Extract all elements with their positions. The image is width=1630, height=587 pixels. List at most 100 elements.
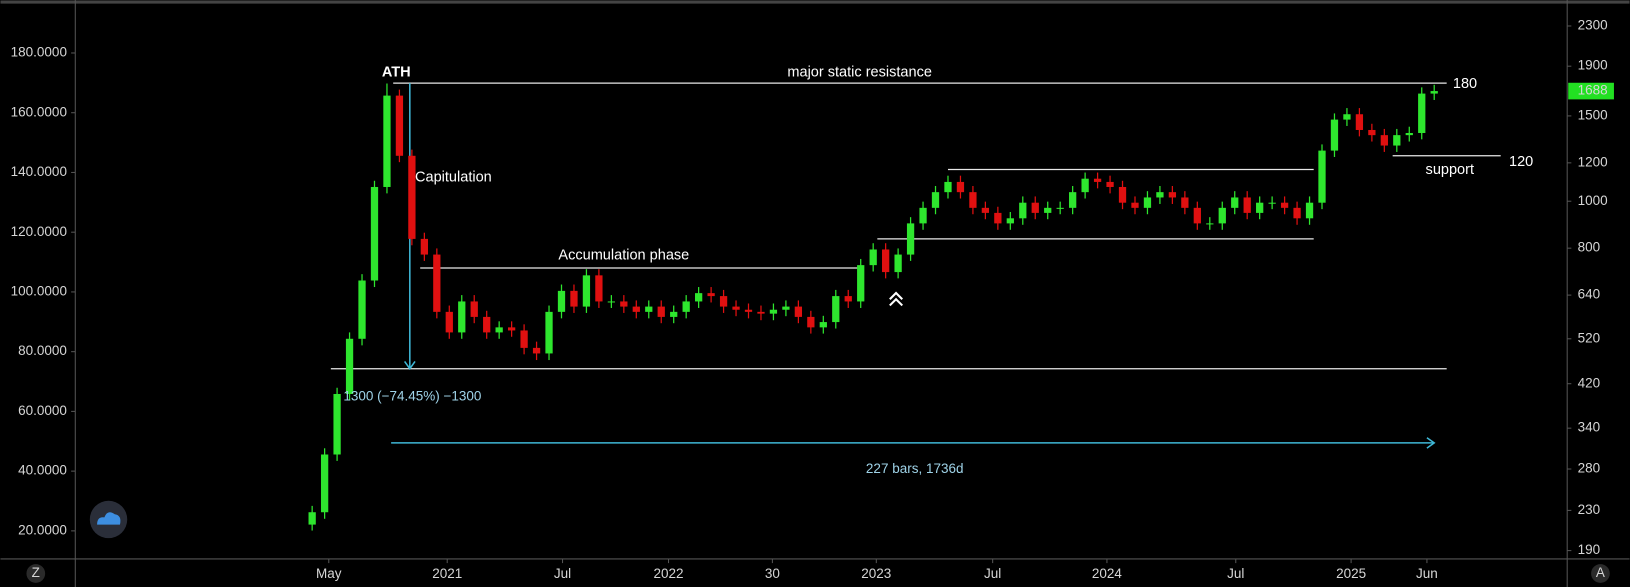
candle-body	[595, 275, 603, 302]
candle-body	[869, 249, 877, 266]
y-tick-label: 80.0000	[18, 343, 67, 358]
candle-body	[1006, 218, 1014, 224]
measure-label: 227 bars, 1736d	[866, 461, 964, 476]
y2-tick-label: 1200	[1578, 154, 1608, 169]
y-tick-label: 100.0000	[11, 283, 67, 298]
annotation: major static resistance	[787, 65, 932, 81]
y-tick-label: 140.0000	[11, 164, 67, 179]
candle-body	[520, 330, 528, 348]
candle-body	[495, 327, 503, 333]
candle-body	[507, 327, 516, 331]
y2-tick-label: 1500	[1578, 107, 1608, 122]
candle-body	[470, 301, 478, 317]
y2-tick-label: 800	[1578, 240, 1601, 255]
measure-label: 1300 (−74.45%) −1300	[343, 388, 481, 403]
candle-body	[1430, 91, 1438, 94]
svg-text:A: A	[1596, 565, 1605, 580]
candle-body	[744, 309, 753, 312]
candle-body	[532, 347, 541, 354]
last-price-badge	[1568, 82, 1614, 100]
candle-body	[1056, 207, 1064, 209]
candle-body	[695, 293, 703, 302]
candle-body	[1256, 202, 1264, 213]
y2-tick-label: 190	[1578, 542, 1601, 557]
candle-body	[333, 393, 341, 455]
y-tick-label: 60.0000	[18, 403, 67, 418]
candle-body	[857, 265, 865, 302]
candle-body	[1380, 135, 1388, 146]
last-price-label: 1688	[1578, 83, 1608, 98]
candle-body	[1193, 207, 1201, 224]
candle-body	[1393, 135, 1401, 146]
y-tick-label: 120.0000	[11, 224, 67, 239]
candle-body	[657, 306, 665, 317]
candle-body	[1293, 207, 1301, 219]
y2-tick-label: 2300	[1578, 18, 1608, 33]
candle-body	[707, 293, 715, 297]
annotation: Accumulation phase	[558, 247, 689, 263]
candle-body	[345, 338, 354, 394]
candle-body	[383, 95, 391, 187]
candle-body	[1206, 223, 1214, 225]
candle-body	[1106, 181, 1114, 187]
candle-body	[1218, 207, 1226, 224]
candle-body	[408, 155, 416, 239]
candle-body	[794, 306, 803, 317]
candle-body	[832, 296, 840, 323]
y2-tick-label: 280	[1578, 461, 1601, 476]
candle-body	[607, 301, 616, 303]
candle-body	[1418, 93, 1426, 134]
annotation: support	[1426, 162, 1474, 178]
candle-body	[956, 181, 965, 193]
candle-body	[1280, 202, 1289, 208]
candle-body	[1131, 202, 1139, 208]
candle-body	[370, 186, 379, 281]
candle-body	[1118, 186, 1127, 203]
auto-scale-button[interactable]: A	[1591, 564, 1610, 583]
candle-body	[1330, 119, 1339, 151]
y-tick-label: 20.0000	[18, 522, 67, 537]
candle-body	[969, 192, 977, 208]
candle-body	[1343, 114, 1351, 120]
candle-body	[620, 301, 628, 307]
candle-body	[545, 311, 553, 354]
signal-icon	[889, 291, 904, 307]
candle-body	[1368, 129, 1376, 136]
x-tick-label: 30	[765, 566, 780, 581]
candle-body	[682, 301, 690, 312]
x-tick-label: 2025	[1336, 566, 1366, 581]
y2-tick-label: 520	[1578, 330, 1601, 345]
x-tick-label: Jul	[1227, 566, 1244, 581]
y2-tick-label: 230	[1578, 502, 1601, 517]
y-tick-label: 180.0000	[11, 45, 67, 60]
y2-tick-label: 340	[1578, 420, 1601, 435]
candle-body	[670, 311, 678, 317]
candle-body	[882, 249, 890, 273]
y2-tick-label: 1000	[1578, 193, 1608, 208]
candle-body	[570, 290, 578, 307]
candle-body	[1156, 192, 1164, 198]
y-tick-label: 40.0000	[18, 463, 67, 478]
settings-button[interactable]: Z	[26, 564, 46, 583]
candle-body	[1069, 192, 1077, 208]
x-tick-label: 2023	[861, 566, 891, 581]
candle-body	[433, 254, 441, 312]
x-tick-label: Jul	[984, 566, 1001, 581]
candle-body	[757, 311, 765, 314]
candle-body	[1181, 197, 1189, 208]
candle-body	[1081, 178, 1089, 193]
candle-body	[819, 322, 827, 328]
candle-body	[308, 512, 316, 525]
candle-body	[782, 306, 790, 310]
candle-body	[358, 280, 366, 339]
candle-body	[1243, 197, 1251, 213]
candle-body	[944, 181, 952, 193]
candle-body	[1044, 207, 1052, 213]
candle-body	[994, 212, 1002, 224]
x-tick-label: Jul	[554, 566, 571, 581]
candle-body	[1143, 197, 1152, 208]
candle-body	[1093, 178, 1102, 182]
